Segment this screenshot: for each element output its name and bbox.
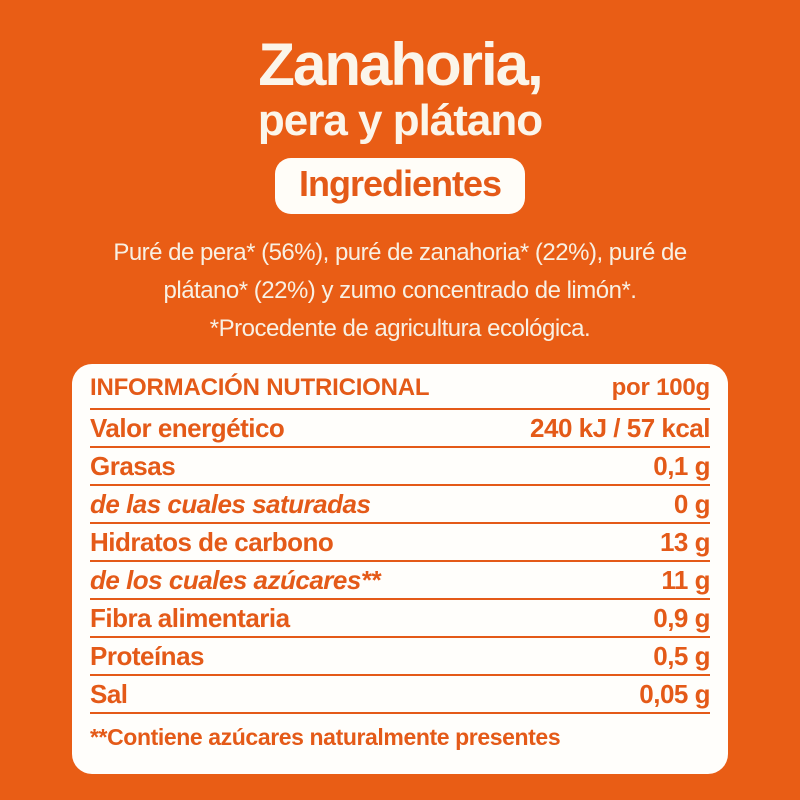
row-value: 0,5 g (653, 640, 710, 671)
table-row: Proteínas 0,5 g (90, 638, 710, 676)
table-row: Valor energético 240 kJ / 57 kcal (90, 410, 710, 448)
ingredients-line: Puré de pera* (56%), puré de zanahoria* … (113, 239, 687, 266)
product-title-line1: Zanahoria, (258, 31, 543, 98)
table-row: Grasas 0,1 g (90, 448, 710, 486)
ingredients-footnote-line: *Procedente de agricultura ecológica. (209, 315, 591, 342)
table-row: Hidratos de carbono 13 g (90, 524, 711, 562)
table-row: Fibra alimentaria 0,9 g (90, 600, 710, 638)
ingredients-line: plátano* (22%) y zumo concentrado de lim… (163, 277, 637, 304)
ingredients-badge: Ingredientes (274, 158, 526, 214)
table-row: de los cuales azúcares** 11 g (90, 562, 710, 600)
ingredients-text: Puré de pera* (56%), puré de zanahoria* … (0, 234, 800, 348)
nutrition-footnote-text: **Contiene azúcares naturalmente present… (90, 723, 561, 750)
row-label: Proteínas (90, 640, 205, 671)
row-value: 0 g (673, 488, 711, 519)
row-label: Valor energético (90, 412, 285, 443)
row-label: Hidratos de carbono (90, 526, 334, 557)
row-value: 13 g (659, 526, 711, 557)
table-row: de las cuales saturadas 0 g (90, 486, 711, 524)
row-label: Grasas (90, 450, 176, 481)
row-value: 240 kJ / 57 kcal (530, 412, 710, 443)
ingredients-badge-label: Ingredientes (298, 163, 502, 204)
row-value: 0,05 g (639, 678, 710, 709)
nutrition-card: INFORMACIÓN NUTRICIONAL por 100g Valor e… (72, 364, 728, 774)
row-label: de los cuales azúcares** (90, 564, 381, 595)
nutrition-table-header: INFORMACIÓN NUTRICIONAL por 100g (90, 368, 710, 410)
row-value: 11 g (661, 564, 710, 595)
row-value: 0,1 g (653, 450, 710, 481)
row-value: 0,9 g (653, 602, 710, 633)
table-header-label: INFORMACIÓN NUTRICIONAL (90, 374, 430, 401)
nutrition-footnote: **Contiene azúcares naturalmente present… (90, 714, 710, 760)
row-label: Fibra alimentaria (90, 602, 290, 633)
row-label: de las cuales saturadas (90, 488, 371, 519)
table-row: Sal 0,05 g (90, 676, 710, 714)
row-label: Sal (90, 678, 128, 709)
product-title-line2: pera y plátano (257, 96, 543, 145)
table-header-value: por 100g (611, 374, 711, 401)
